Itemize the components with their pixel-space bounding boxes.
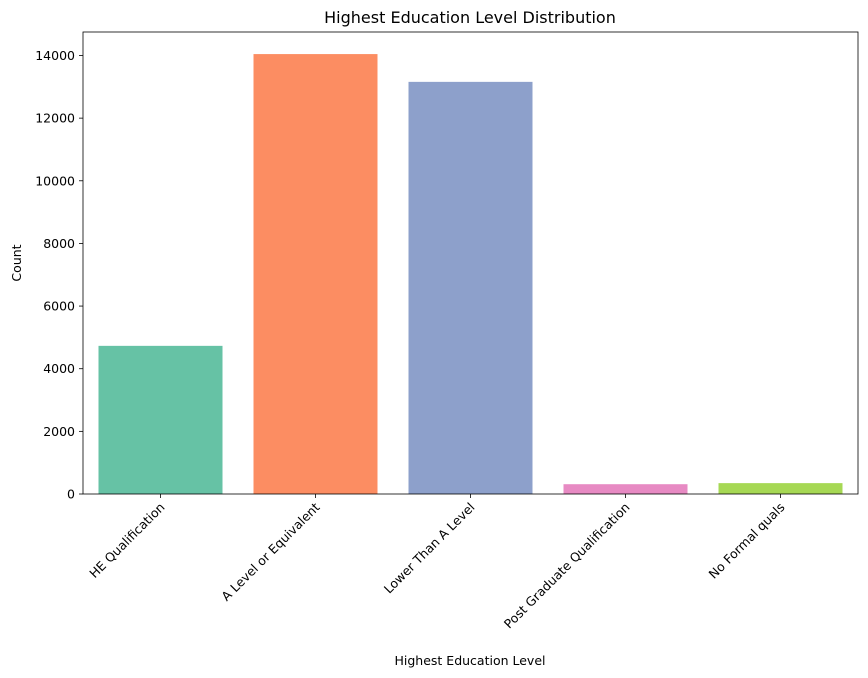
bars-layer bbox=[98, 54, 843, 495]
plot-frame bbox=[82, 31, 859, 495]
y-axis-label: Count bbox=[9, 244, 24, 281]
y-tick-label: 0 bbox=[67, 487, 75, 502]
x-tick-label: No Formal quals bbox=[706, 500, 788, 582]
bar-he-qualification bbox=[98, 345, 223, 494]
x-tick-label: A Level or Equivalent bbox=[218, 499, 322, 603]
y-tick-label: 14000 bbox=[35, 48, 75, 63]
x-tick-label: Lower Than A Level bbox=[381, 500, 478, 597]
y-tick-label: 8000 bbox=[43, 236, 75, 251]
bar-no-formal-quals bbox=[718, 483, 843, 494]
y-tick-label: 12000 bbox=[35, 111, 75, 126]
bar-a-level-or-equivalent bbox=[253, 54, 378, 494]
bar-post-graduate-qualification bbox=[563, 484, 688, 494]
bar-lower-than-a-level bbox=[408, 81, 533, 495]
y-tick-label: 2000 bbox=[43, 424, 75, 439]
x-tick-label: Post Graduate Qualification bbox=[501, 500, 633, 632]
y-tick-label: 4000 bbox=[43, 361, 75, 376]
y-axis: 0 2000 4000 6000 8000 10000 12000 14000 bbox=[35, 48, 83, 502]
x-tick-label: HE Qualification bbox=[86, 500, 167, 581]
chart-title: Highest Education Level Distribution bbox=[324, 8, 616, 27]
y-tick-label: 6000 bbox=[43, 299, 75, 314]
x-axis-label: Highest Education Level bbox=[394, 653, 545, 668]
y-tick-label: 10000 bbox=[35, 173, 75, 188]
x-axis: HE Qualification A Level or Equivalent Low… bbox=[86, 494, 788, 632]
